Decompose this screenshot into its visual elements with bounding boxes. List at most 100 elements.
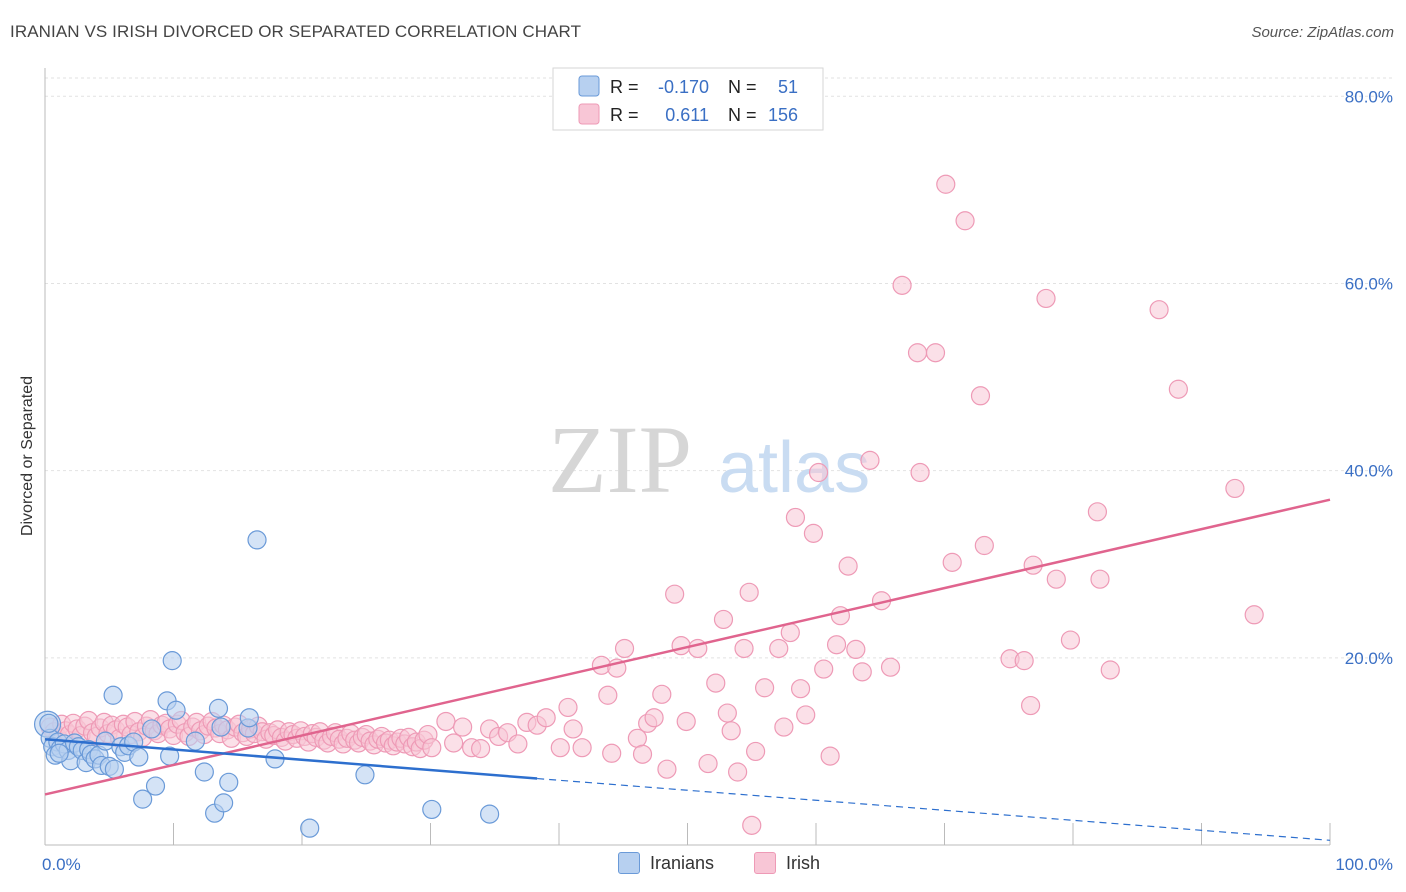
iranian-points [33, 530, 500, 838]
iranian-point [39, 713, 59, 733]
y-tick-label-60: 60.0% [1345, 274, 1393, 293]
irish-point [1225, 478, 1245, 499]
irish-point [550, 738, 570, 758]
irish-point [780, 622, 800, 643]
trend-lines [44, 498, 1331, 841]
irish-point [846, 639, 866, 660]
irish-point [852, 662, 872, 682]
legend-label-irish: Irish [786, 852, 821, 873]
iranian-trend-line [44, 738, 538, 780]
irish-point [614, 638, 635, 659]
y-tick-label-80: 80.0% [1345, 87, 1393, 106]
irish-point [739, 582, 759, 602]
irish-point [814, 659, 834, 679]
iranian-point [214, 793, 234, 813]
irish-point [790, 679, 811, 699]
irish-point [558, 697, 578, 718]
irish-point [717, 703, 737, 723]
watermark-zip: ZIP [548, 406, 692, 513]
legend-item-iranians: Iranians [618, 852, 714, 874]
irish-point [536, 708, 556, 728]
irish-point [907, 343, 928, 363]
irish-point [910, 462, 930, 483]
irish-point [436, 711, 456, 732]
legend-r-label-iranians: R = [610, 77, 639, 97]
legend-label-iranians: Iranians [650, 852, 715, 873]
chart-title: IRANIAN VS IRISH DIVORCED OR SEPARATED C… [10, 22, 582, 41]
irish-point [598, 685, 618, 705]
iranian-point [166, 700, 186, 720]
irish-point [808, 462, 829, 483]
source-label: Source: ZipAtlas.com [1251, 24, 1394, 41]
irish-point [769, 638, 789, 659]
irish-point [774, 717, 794, 737]
legend-r-value-iranians: -0.170 [658, 77, 709, 97]
irish-point [1020, 695, 1041, 716]
irish-point [1168, 379, 1188, 399]
irish-point [728, 762, 748, 782]
iranian-point [129, 747, 149, 767]
irish-point [838, 556, 858, 576]
legend-swatch-iranians [578, 75, 600, 97]
watermark-atlas: atlas [718, 428, 870, 508]
grid-lines [45, 77, 1392, 659]
iranian-point [219, 772, 239, 792]
iranian-point [300, 818, 320, 838]
irish-point [713, 609, 734, 630]
irish-point [471, 739, 491, 759]
irish-point [676, 711, 696, 732]
legend-n-label-iranians: N = [728, 77, 757, 97]
legend-n-value-iranians: 51 [778, 77, 798, 97]
irish-point [803, 523, 824, 543]
tick-labels: 20.0% 40.0% 60.0% 80.0% 0.0% 100.0% [42, 87, 1393, 874]
irish-point [563, 719, 583, 739]
irish-point [1149, 300, 1169, 320]
iranian-point [133, 789, 153, 809]
irish-point [742, 815, 762, 835]
irish-point [936, 174, 956, 194]
iranian-point [211, 717, 231, 737]
irish-point [652, 684, 672, 704]
stats-legend: R = -0.170 N = 51 R = 0.611 N = 156 [552, 67, 824, 131]
irish-point [602, 743, 622, 763]
irish-trend-line [44, 498, 1331, 796]
irish-point [892, 275, 912, 295]
iranian-point [162, 651, 182, 671]
irish-point [955, 211, 975, 231]
iranian-point [194, 762, 214, 782]
iranian-point [422, 799, 442, 820]
swatch-irish [754, 852, 776, 874]
irish-point [974, 535, 994, 556]
irish-point [1244, 605, 1264, 625]
legend-n-value-irish: 156 [768, 105, 798, 125]
iranian-point [49, 743, 69, 763]
irish-point [665, 584, 685, 604]
irish-point [1014, 651, 1034, 671]
irish-point [880, 657, 901, 677]
irish-point [820, 746, 840, 766]
irish-point [1087, 502, 1108, 522]
y-tick-label-40: 40.0% [1345, 462, 1393, 481]
watermark: ZIP atlas [548, 406, 870, 513]
iranian-point [247, 530, 267, 550]
legend-r-label-irish: R = [610, 105, 639, 125]
irish-point [453, 717, 473, 737]
iranian-point [208, 698, 229, 718]
iranian-point [103, 685, 123, 705]
irish-point [746, 741, 766, 762]
legend-item-irish: Irish [754, 852, 820, 874]
irish-point [671, 636, 691, 656]
irish-point [422, 738, 442, 758]
irish-point [698, 753, 718, 774]
iranian-point [480, 804, 500, 824]
x-tick-label-min: 0.0% [42, 855, 81, 874]
irish-point [826, 635, 847, 655]
irish-point [1060, 630, 1081, 650]
irish-point [796, 705, 816, 725]
irish-point [1090, 569, 1110, 589]
irish-point [942, 552, 962, 572]
irish-point [657, 759, 677, 779]
legend-swatch-irish [578, 103, 600, 125]
y-tick-label-20: 20.0% [1345, 649, 1393, 668]
